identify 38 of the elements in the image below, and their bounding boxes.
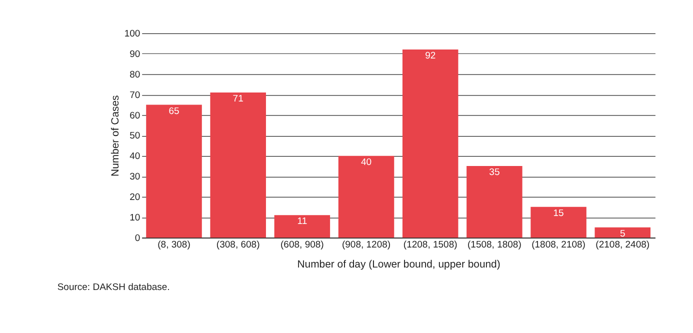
data-label: 5 xyxy=(620,228,626,240)
y-tick-label: 0 xyxy=(134,232,140,244)
y-tick-label: 50 xyxy=(130,130,140,142)
bar xyxy=(338,156,394,238)
y-tick-label: 60 xyxy=(130,110,140,122)
x-tick-label: (8, 308) xyxy=(158,240,190,251)
bar xyxy=(594,227,650,238)
y-tick-label: 70 xyxy=(130,90,140,101)
x-axis-title: Number of day (Lower bound, upper bound) xyxy=(297,260,500,271)
bar xyxy=(402,50,458,238)
x-tick-label: (1808, 2108) xyxy=(532,240,586,251)
data-label: 92 xyxy=(425,50,436,62)
bar xyxy=(466,166,522,238)
bar xyxy=(146,104,202,238)
y-tick-label: 10 xyxy=(130,212,140,224)
x-tick-label: (608, 908) xyxy=(280,240,324,251)
x-tick-label: (1508, 1808) xyxy=(468,240,522,251)
data-label: 71 xyxy=(232,94,244,104)
data-label: 65 xyxy=(168,106,180,117)
source-note: Source: DAKSH database. xyxy=(57,282,170,293)
y-tick-label: 80 xyxy=(130,69,140,80)
y-tick-label: 100 xyxy=(124,28,140,40)
y-tick-label: 20 xyxy=(130,192,140,204)
data-label: 35 xyxy=(489,167,500,178)
x-tick-label: (908, 1208) xyxy=(342,240,391,251)
x-tick-label: (308, 608) xyxy=(216,240,260,251)
x-tick-label: (1208, 1508) xyxy=(403,240,458,251)
data-label: 40 xyxy=(360,156,372,168)
data-label: 15 xyxy=(553,208,564,219)
bar xyxy=(530,206,586,238)
bar xyxy=(274,215,330,238)
x-tick-label: (2108, 2408) xyxy=(596,240,650,251)
data-label: 11 xyxy=(297,216,308,228)
y-tick-label: 40 xyxy=(130,151,140,162)
y-axis-title: Number of Cases xyxy=(110,95,122,176)
y-tick-label: 90 xyxy=(130,48,140,60)
bar xyxy=(210,92,266,238)
y-tick-label: 30 xyxy=(130,172,140,183)
